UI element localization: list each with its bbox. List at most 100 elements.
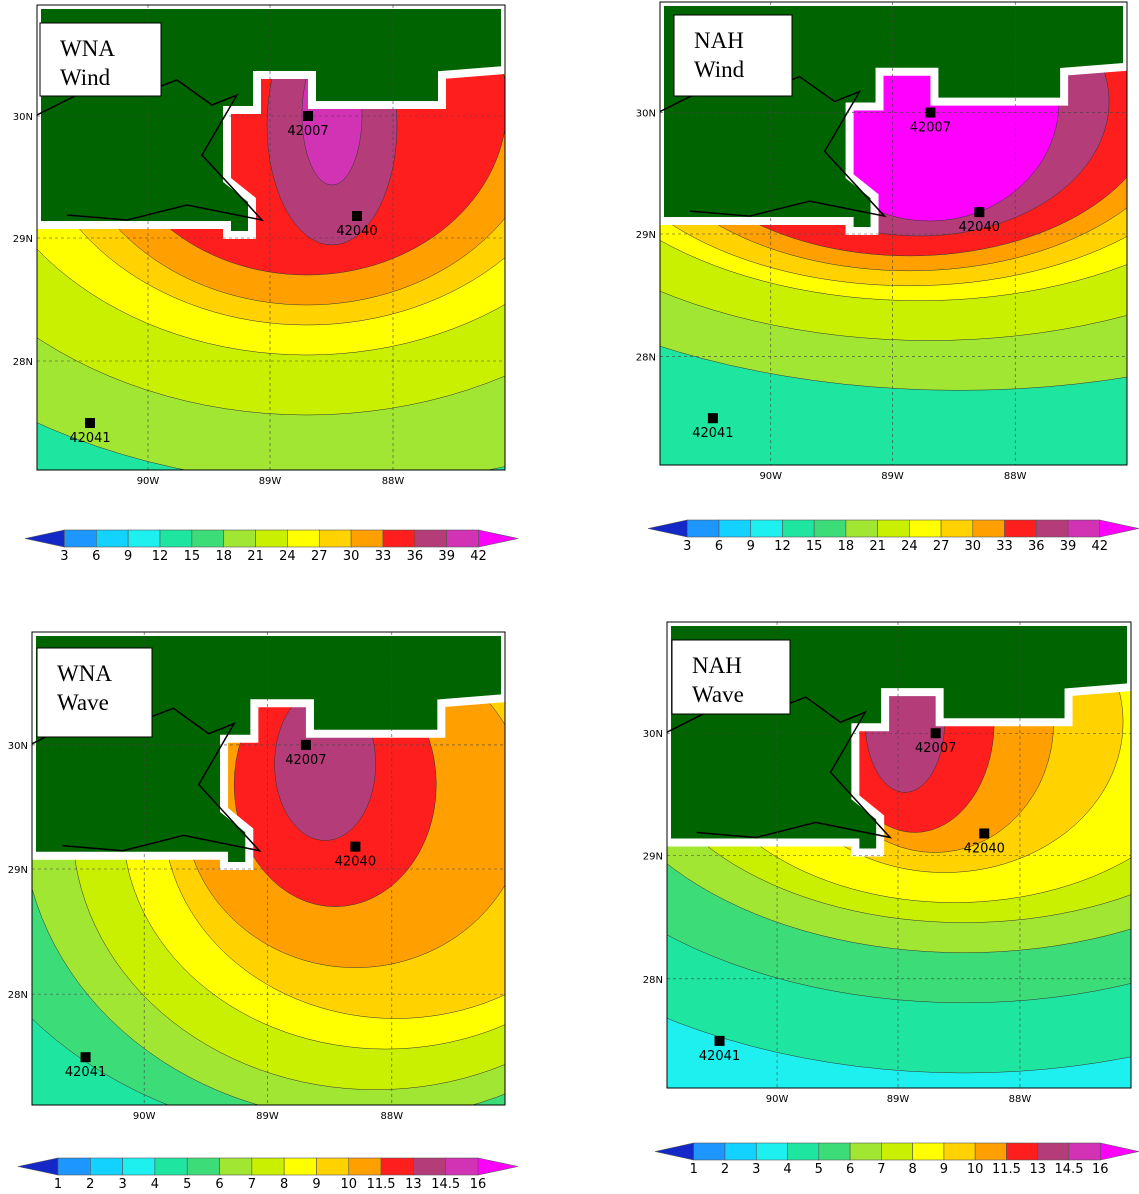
colorbar-swatch (1004, 519, 1037, 538)
panel: 30N 29N 28N 90W 89W 88W 42007 42040 42041 NAH Wind… (636, 1, 1139, 554)
colorbar-swatch (414, 529, 448, 548)
panel-label: Wave (57, 690, 109, 715)
colorbar-label: 39 (438, 549, 455, 564)
x-tick-label: 89W (256, 1111, 279, 1122)
colorbar-swatch (912, 1142, 945, 1161)
colorbar-label: 36 (407, 549, 424, 564)
colorbar-label: 7 (877, 1162, 885, 1177)
colorbar-swatch (1035, 519, 1069, 538)
colorbar: 3 6 9 12 15 18 21 24 27 30 33 36 39 42 (24, 529, 519, 564)
buoy-label: 42041 (692, 426, 733, 441)
panel-label: WNA (60, 36, 115, 61)
colorbar-swatch (95, 529, 129, 548)
colorbar-label: 33 (375, 549, 392, 564)
x-tick-label: 90W (137, 476, 160, 487)
colorbar-label: 27 (933, 539, 950, 554)
colorbar-swatch (724, 1142, 757, 1161)
colorbar-swatch (845, 519, 878, 538)
colorbar-swatch (413, 1157, 446, 1176)
buoy-label: 42040 (335, 855, 376, 870)
buoy-label: 42040 (336, 224, 377, 239)
y-tick-label: 30N (643, 729, 663, 740)
buoy-label: 42041 (69, 431, 110, 446)
colorbar-swatch (750, 519, 783, 538)
colorbar-label: 18 (215, 549, 232, 564)
panel-label: Wind (60, 65, 111, 90)
colorbar-label: 16 (470, 1177, 487, 1192)
colorbar-label: 9 (940, 1162, 948, 1177)
buoy-marker (979, 828, 990, 839)
y-tick-label: 28N (636, 352, 656, 363)
x-tick-label: 89W (881, 471, 904, 482)
y-tick-label: 29N (13, 234, 33, 245)
colorbar-swatch (755, 1142, 788, 1161)
x-tick-label: 88W (1009, 1094, 1032, 1105)
buoy-marker (974, 207, 985, 218)
colorbar-label: 13 (1029, 1162, 1046, 1177)
panel-label: Wave (692, 682, 744, 707)
colorbar-swatch (287, 529, 320, 548)
colorbar-swatch (647, 519, 688, 538)
y-tick-label: 28N (643, 975, 663, 986)
colorbar-swatch (1099, 519, 1139, 538)
buoy-marker (300, 739, 311, 750)
y-tick-label: 30N (13, 112, 33, 123)
colorbar-label: 2 (721, 1162, 729, 1177)
buoy-marker (707, 413, 718, 424)
colorbar-swatch (219, 1157, 253, 1176)
colorbar-swatch (940, 519, 974, 538)
colorbar-swatch (316, 1157, 350, 1176)
colorbar-swatch (64, 529, 97, 548)
colorbar-label: 16 (1092, 1162, 1109, 1177)
y-tick-label: 29N (643, 852, 663, 863)
colorbar-label: 7 (248, 1177, 256, 1192)
colorbar-label: 42 (470, 549, 487, 564)
map-frame (36, 4, 506, 471)
y-tick-label: 30N (8, 741, 28, 752)
buoy-label: 42041 (699, 1049, 740, 1064)
colorbar-label: 1 (54, 1177, 62, 1192)
buoy-label: 42040 (964, 841, 1005, 856)
colorbar-label: 5 (183, 1177, 191, 1192)
colorbar-label: 10 (340, 1177, 357, 1192)
panel: 30N 29N 28N 90W 89W 88W 42007 42040 42041 WNA Wave… (8, 631, 519, 1192)
colorbar-swatch (693, 1142, 726, 1161)
colorbar-label: 30 (965, 539, 982, 554)
panel: 30N 29N 28N 90W 89W 88W 42007 42040 42041 NAH Wave… (643, 621, 1139, 1177)
colorbar: 3 6 9 12 15 18 21 24 27 30 33 36 39 42 (647, 519, 1139, 554)
x-tick-label: 88W (382, 476, 405, 487)
colorbar-swatch (943, 1142, 976, 1161)
colorbar-swatch (446, 529, 479, 548)
colorbar-label: 1 (690, 1162, 698, 1177)
colorbar-swatch (909, 519, 942, 538)
panel-label-box (36, 647, 153, 738)
colorbar-label: 10 (967, 1162, 984, 1177)
x-tick-label: 88W (380, 1111, 403, 1122)
buoy-label: 42041 (65, 1065, 106, 1080)
colorbar-label: 21 (247, 549, 264, 564)
colorbar-label: 27 (311, 549, 328, 564)
buoy-marker (80, 1052, 91, 1063)
colorbar-label: 14.5 (431, 1177, 460, 1192)
colorbar-label: 36 (1028, 539, 1045, 554)
colorbar-label: 4 (783, 1162, 791, 1177)
colorbar-swatch (159, 529, 193, 548)
buoy-marker (930, 728, 941, 739)
colorbar-label: 15 (184, 549, 201, 564)
colorbar-swatch (348, 1157, 382, 1176)
colorbar-swatch (318, 529, 352, 548)
colorbar-swatch (877, 519, 910, 538)
panel-label-box (673, 14, 793, 97)
buoy-marker (303, 111, 313, 121)
buoy-label: 42007 (287, 124, 328, 139)
colorbar-swatch (445, 1157, 479, 1176)
x-tick-label: 89W (887, 1094, 910, 1105)
x-tick-label: 90W (133, 1111, 156, 1122)
colorbar-label: 6 (215, 1177, 223, 1192)
colorbar-swatch (255, 529, 288, 548)
colorbar-swatch (718, 519, 752, 538)
colorbar-swatch (283, 1157, 317, 1176)
colorbar-swatch (251, 1157, 285, 1176)
colorbar-label: 30 (343, 549, 360, 564)
colorbar-label: 2 (86, 1177, 94, 1192)
